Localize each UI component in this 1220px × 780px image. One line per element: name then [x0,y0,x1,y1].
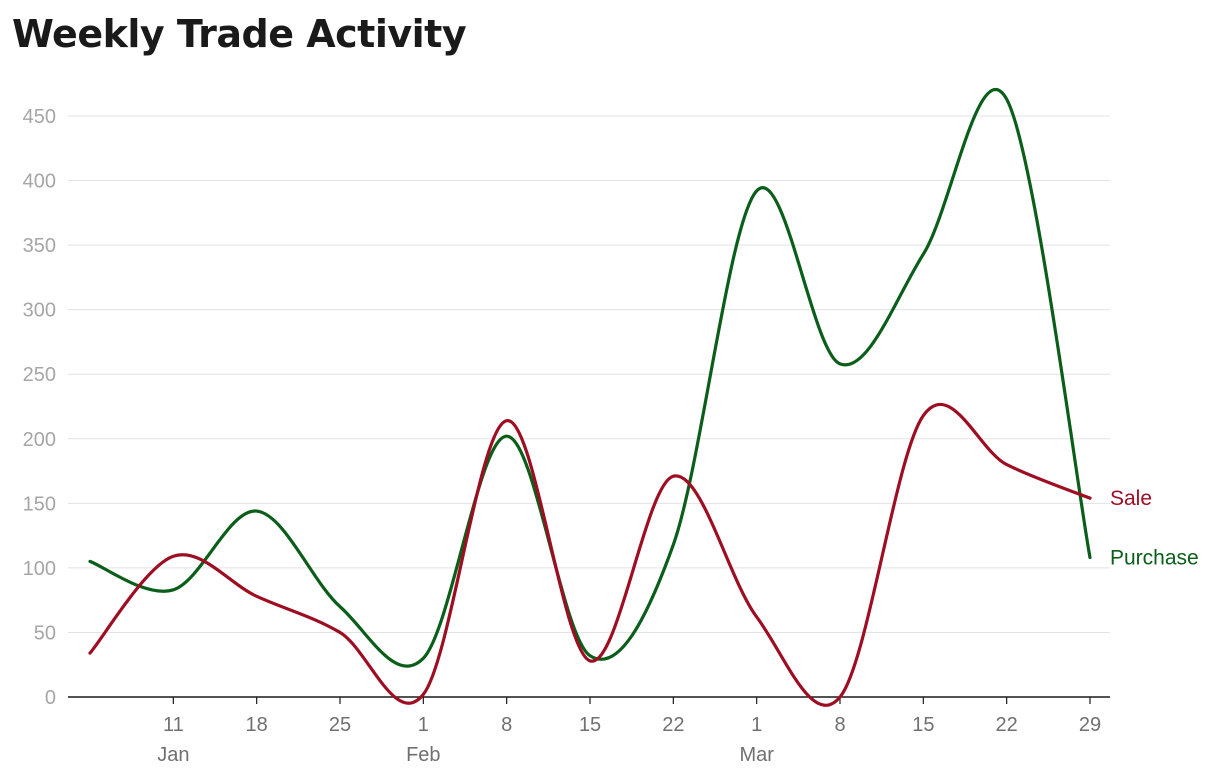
x-tick-label: 8 [501,714,512,736]
y-tick-label: 250 [23,364,56,386]
y-tick-label: 50 [34,622,56,644]
series-lines [88,88,1092,707]
y-axis-ticks: 0 50 100 150 200 250 300 350 400 450 [23,106,56,709]
x-tick-label: 18 [246,714,268,736]
y-tick-label: 100 [23,558,56,580]
y-tick-label: 400 [23,171,56,193]
month-label: Jan [157,744,189,766]
x-tick-label: 22 [996,714,1018,736]
y-tick-label: 150 [23,493,56,515]
gridlines [68,115,1110,698]
series-line-sale [88,403,1092,707]
y-tick-label: 350 [23,235,56,257]
month-label: Mar [739,744,774,766]
series-label-sale: Sale [1110,487,1152,510]
x-tick-label: 15 [579,714,601,736]
x-tick-label: 11 [163,714,184,736]
y-tick-label: 300 [23,300,56,322]
x-tick-label: 15 [912,714,934,736]
y-tick-label: 200 [23,429,56,451]
x-tick-label: 22 [662,714,684,736]
x-tick-label: 29 [1079,714,1101,736]
series-labels: Purchase Sale [1110,487,1199,569]
series-label-purchase: Purchase [1110,547,1199,570]
x-tick-label: 1 [418,714,429,736]
x-tick-label: 1 [751,714,762,736]
chart-title: Weekly Trade Activity [12,12,467,56]
month-label: Feb [406,744,440,766]
x-tick-label: 25 [329,714,351,736]
series-line-purchase [88,88,1092,668]
x-tick-label: 8 [834,714,845,736]
y-tick-label: 450 [23,106,56,128]
y-tick-label: 0 [45,687,56,709]
